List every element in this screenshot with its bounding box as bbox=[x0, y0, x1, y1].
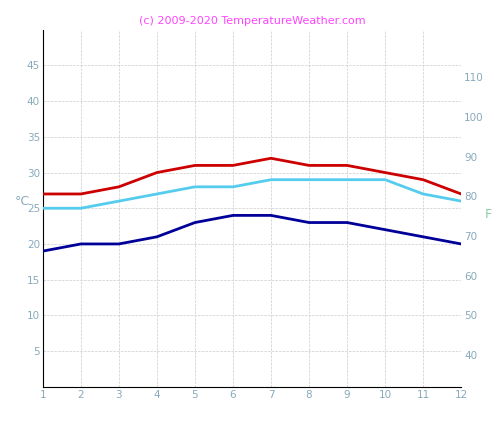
Title: (c) 2009-2020 TemperatureWeather.com: (c) 2009-2020 TemperatureWeather.com bbox=[139, 16, 365, 26]
Y-axis label: F: F bbox=[484, 208, 491, 221]
Y-axis label: °C: °C bbox=[15, 195, 30, 208]
